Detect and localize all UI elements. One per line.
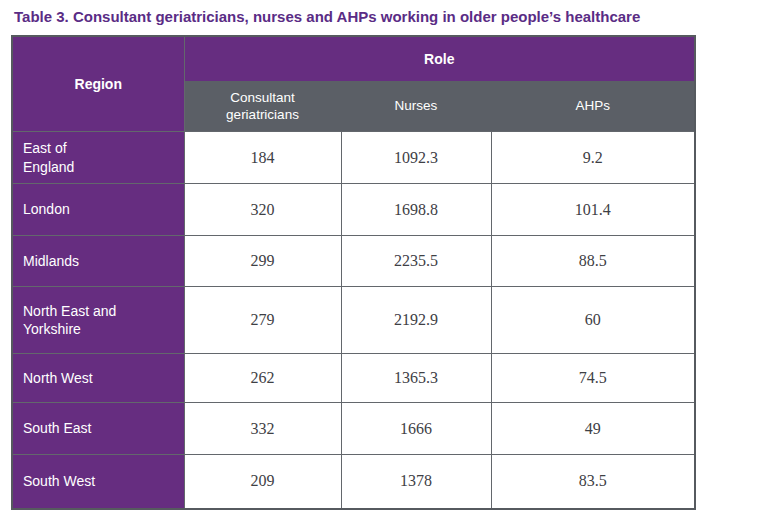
value-cell-nurses: 1365.3 [341, 354, 491, 403]
value-cell-ahps: 101.4 [491, 184, 695, 236]
value-cell-nurses: 2235.5 [341, 236, 491, 287]
value-cell-nurses: 1092.3 [341, 132, 491, 184]
value-cell-ahps: 49 [491, 403, 695, 455]
column-header-consultant-geriatricians: Consultant geriatricians [184, 82, 341, 132]
region-cell: South West [12, 455, 184, 509]
region-cell: Midlands [12, 236, 184, 287]
table-body: East of England 184 1092.3 9.2 London 32… [12, 132, 695, 509]
value-cell-ahps: 88.5 [491, 236, 695, 287]
value-cell-nurses: 1666 [341, 403, 491, 455]
value-cell-consultant-geriatricians: 209 [184, 455, 341, 509]
value-cell-nurses: 2192.9 [341, 287, 491, 354]
value-cell-ahps: 74.5 [491, 354, 695, 403]
table-row: South East 332 1666 49 [12, 403, 695, 455]
table-row: East of England 184 1092.3 9.2 [12, 132, 695, 184]
value-cell-consultant-geriatricians: 332 [184, 403, 341, 455]
table-row: South West 209 1378 83.5 [12, 455, 695, 509]
region-column-header: Region [12, 36, 184, 132]
value-cell-nurses: 1698.8 [341, 184, 491, 236]
value-cell-ahps: 83.5 [491, 455, 695, 509]
page-title: Table 3. Consultant geriatricians, nurse… [14, 7, 767, 27]
table-row: North West 262 1365.3 74.5 [12, 354, 695, 403]
value-cell-consultant-geriatricians: 299 [184, 236, 341, 287]
table-row: North East and Yorkshire 279 2192.9 60 [12, 287, 695, 354]
value-cell-consultant-geriatricians: 184 [184, 132, 341, 184]
consultants-table: Region Role Consultant geriatricians Nur… [11, 35, 696, 510]
table-row: London 320 1698.8 101.4 [12, 184, 695, 236]
table-row: Midlands 299 2235.5 88.5 [12, 236, 695, 287]
value-cell-ahps: 9.2 [491, 132, 695, 184]
region-cell: East of England [12, 132, 184, 184]
value-cell-nurses: 1378 [341, 455, 491, 509]
region-cell: North East and Yorkshire [12, 287, 184, 354]
region-cell: London [12, 184, 184, 236]
value-cell-consultant-geriatricians: 262 [184, 354, 341, 403]
region-cell: South East [12, 403, 184, 455]
column-header-nurses: Nurses [341, 82, 491, 132]
value-cell-ahps: 60 [491, 287, 695, 354]
column-header-ahps: AHPs [491, 82, 695, 132]
value-cell-consultant-geriatricians: 279 [184, 287, 341, 354]
region-cell: North West [12, 354, 184, 403]
value-cell-consultant-geriatricians: 320 [184, 184, 341, 236]
role-group-header: Role [184, 36, 695, 82]
header-row-role: Region Role [12, 36, 695, 82]
